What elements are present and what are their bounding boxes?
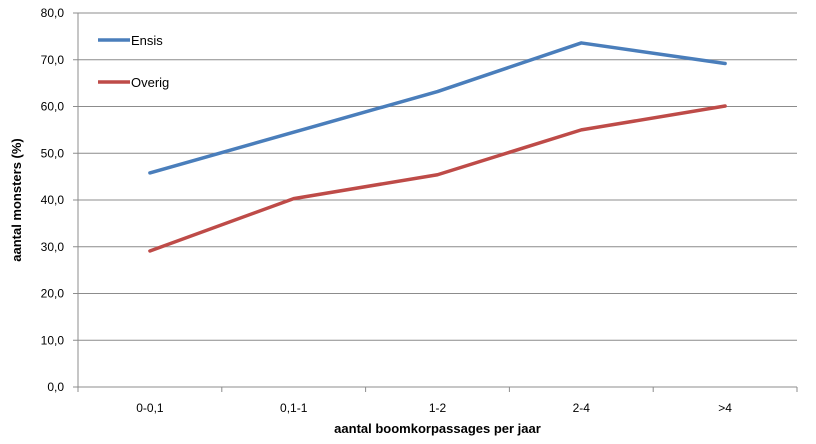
y-tick-label: 40,0 [41, 193, 65, 207]
x-tick-label: 0-0,1 [136, 401, 164, 415]
y-tick-label: 80,0 [41, 6, 65, 20]
series-line-overig [148, 104, 727, 253]
y-tick-label: 10,0 [41, 333, 65, 347]
y-tick-label: 50,0 [41, 146, 65, 160]
legend-label-overig: Overig [131, 75, 169, 90]
axes: 0,0 10,0 20,0 30,0 40,0 50,0 60,0 70,0 80,0 0-0,1… [41, 6, 798, 415]
x-tick-label: >4 [718, 401, 732, 415]
y-tick-label: 0,0 [47, 380, 64, 394]
gridlines [78, 12, 797, 341]
series-lines [148, 41, 727, 253]
y-tick-label: 20,0 [41, 287, 65, 301]
x-tick-label: 1-2 [429, 401, 447, 415]
x-axis-title: aantal boomkorpassages per jaar [334, 421, 541, 436]
y-tick-label: 30,0 [41, 240, 65, 254]
x-tick-label: 0,1-1 [280, 401, 308, 415]
y-tick-label: 70,0 [41, 53, 65, 67]
legend-label-ensis: Ensis [131, 33, 163, 48]
series-line-ensis [148, 41, 727, 175]
legend: Ensis Overig [98, 33, 169, 90]
y-tick-label: 60,0 [41, 100, 65, 114]
x-tick-label: 2-4 [573, 401, 591, 415]
y-axis-title: aantal monsters (%) [9, 138, 24, 262]
